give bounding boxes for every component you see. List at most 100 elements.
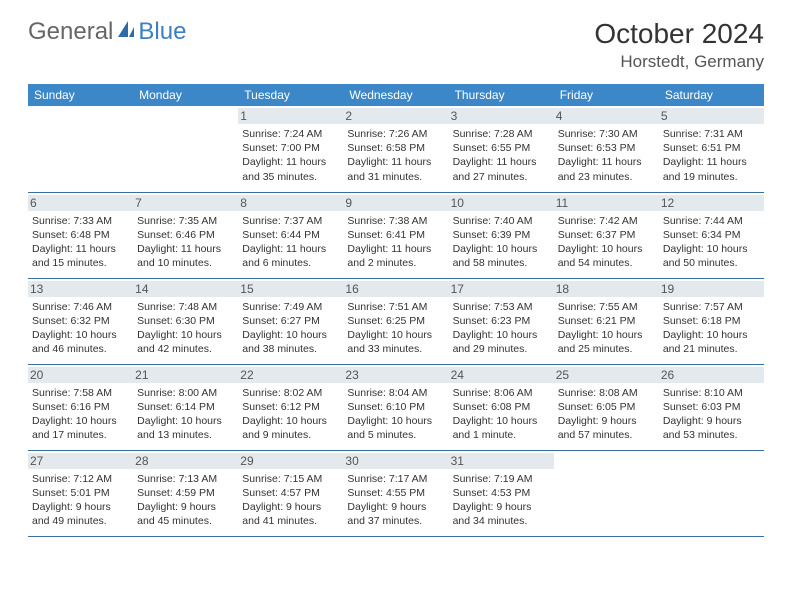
day-number: 4 [554,108,659,124]
header: General Blue October 2024 Horstedt, Germ… [28,18,764,72]
day-number: 30 [343,453,448,469]
day-number: 29 [238,453,343,469]
location: Horstedt, Germany [594,52,764,72]
day-cell: 8 Sunrise: 7:37 AMSunset: 6:44 PMDaylight… [238,192,343,278]
day-number: 21 [133,367,238,383]
day-cell: 25Sunrise: 8:08 AMSunset: 6:05 PMDayligh… [554,364,659,450]
day-info: Sunrise: 7:40 AMSunset: 6:39 PMDaylight:… [453,214,550,271]
day-cell: 14 Sunrise: 7:48 AMSunset: 6:30 PMDayligh… [133,278,238,364]
day-number: 16 [343,281,448,297]
day-number: 25 [554,367,659,383]
day-number: 3 [449,108,554,124]
day-cell: 19Sunrise: 7:57 AMSunset: 6:18 PMDayligh… [659,278,764,364]
day-info: Sunrise: 7:19 AMSunset: 4:53 PMDaylight:… [453,472,550,529]
day-of-week-row: SundayMondayTuesdayWednesdayThursdayFrid… [28,84,764,106]
day-cell: 2 Sunrise: 7:26 AMSunset: 6:58 PMDaylight… [343,106,448,192]
day-number: 26 [659,367,764,383]
day-cell: 5 Sunrise: 7:31 AMSunset: 6:51 PMDaylight… [659,106,764,192]
day-cell: 15 Sunrise: 7:49 AMSunset: 6:27 PMDayligh… [238,278,343,364]
day-cell: 24 Sunrise: 8:06 AMSunset: 6:08 PMDayligh… [449,364,554,450]
day-info: Sunrise: 7:31 AMSunset: 6:51 PMDaylight:… [663,127,760,184]
day-cell: 6Sunrise: 7:33 AMSunset: 6:48 PMDaylight… [28,192,133,278]
day-info: Sunrise: 7:30 AMSunset: 6:53 PMDaylight:… [558,127,655,184]
day-info: Sunrise: 7:51 AMSunset: 6:25 PMDaylight:… [347,300,444,357]
day-info: Sunrise: 7:42 AMSunset: 6:37 PMDaylight:… [558,214,655,271]
day-cell: 12Sunrise: 7:44 AMSunset: 6:34 PMDayligh… [659,192,764,278]
day-cell: 4 Sunrise: 7:30 AMSunset: 6:53 PMDaylight… [554,106,659,192]
day-info: Sunrise: 7:49 AMSunset: 6:27 PMDaylight:… [242,300,339,357]
day-number: 24 [449,367,554,383]
day-info: Sunrise: 8:00 AMSunset: 6:14 PMDaylight:… [137,386,234,443]
day-info: Sunrise: 7:55 AMSunset: 6:21 PMDaylight:… [558,300,655,357]
logo-sail-icon [116,18,136,46]
day-cell: 7 Sunrise: 7:35 AMSunset: 6:46 PMDaylight… [133,192,238,278]
calendar-week: 13 Sunrise: 7:46 AMSunset: 6:32 PMDayligh… [28,278,764,364]
day-number: 20 [28,367,133,383]
day-info: Sunrise: 7:38 AMSunset: 6:41 PMDaylight:… [347,214,444,271]
day-cell: 21 Sunrise: 8:00 AMSunset: 6:14 PMDayligh… [133,364,238,450]
day-info: Sunrise: 7:17 AMSunset: 4:55 PMDaylight:… [347,472,444,529]
dow-header: Sunday [28,84,133,106]
calendar-week: 27 Sunrise: 7:12 AMSunset: 5:01 PMDayligh… [28,450,764,536]
day-number: 14 [133,281,238,297]
logo-text-blue: Blue [138,18,186,46]
day-cell: 22 Sunrise: 8:02 AMSunset: 6:12 PMDayligh… [238,364,343,450]
day-number: 2 [343,108,448,124]
day-cell: 10 Sunrise: 7:40 AMSunset: 6:39 PMDayligh… [449,192,554,278]
day-number: 8 [238,195,343,211]
day-info: Sunrise: 7:37 AMSunset: 6:44 PMDaylight:… [242,214,339,271]
day-cell: 16 Sunrise: 7:51 AMSunset: 6:25 PMDayligh… [343,278,448,364]
day-info: Sunrise: 7:15 AMSunset: 4:57 PMDaylight:… [242,472,339,529]
day-number: 23 [343,367,448,383]
empty-cell [28,106,133,192]
calendar-week: 6Sunrise: 7:33 AMSunset: 6:48 PMDaylight… [28,192,764,278]
day-number: 5 [659,108,764,124]
calendar-week: 1 Sunrise: 7:24 AMSunset: 7:00 PMDaylight… [28,106,764,192]
day-cell: 3 Sunrise: 7:28 AMSunset: 6:55 PMDaylight… [449,106,554,192]
empty-cell [659,450,764,536]
day-number: 9 [343,195,448,211]
day-cell: 28Sunrise: 7:13 AMSunset: 4:59 PMDayligh… [133,450,238,536]
dow-header: Wednesday [343,84,448,106]
logo-text-general: General [28,18,113,46]
day-info: Sunrise: 7:35 AMSunset: 6:46 PMDaylight:… [137,214,234,271]
day-info: Sunrise: 8:06 AMSunset: 6:08 PMDaylight:… [453,386,550,443]
day-number: 11 [554,195,659,211]
day-number: 6 [28,195,133,211]
day-number: 18 [554,281,659,297]
day-number: 15 [238,281,343,297]
day-number: 22 [238,367,343,383]
day-info: Sunrise: 7:48 AMSunset: 6:30 PMDaylight:… [137,300,234,357]
day-number: 13 [28,281,133,297]
day-cell: 29 Sunrise: 7:15 AMSunset: 4:57 PMDayligh… [238,450,343,536]
title-block: October 2024 Horstedt, Germany [594,18,764,72]
day-info: Sunrise: 7:12 AMSunset: 5:01 PMDaylight:… [32,472,129,529]
dow-header: Saturday [659,84,764,106]
empty-cell [554,450,659,536]
calendar-body: 1 Sunrise: 7:24 AMSunset: 7:00 PMDaylight… [28,106,764,536]
day-cell: 27 Sunrise: 7:12 AMSunset: 5:01 PMDayligh… [28,450,133,536]
day-cell: 1 Sunrise: 7:24 AMSunset: 7:00 PMDaylight… [238,106,343,192]
day-info: Sunrise: 7:46 AMSunset: 6:32 PMDaylight:… [32,300,129,357]
day-number: 27 [28,453,133,469]
day-info: Sunrise: 8:02 AMSunset: 6:12 PMDaylight:… [242,386,339,443]
day-info: Sunrise: 7:24 AMSunset: 7:00 PMDaylight:… [242,127,339,184]
empty-cell [133,106,238,192]
day-number: 19 [659,281,764,297]
day-info: Sunrise: 7:13 AMSunset: 4:59 PMDaylight:… [137,472,234,529]
day-number: 12 [659,195,764,211]
day-info: Sunrise: 7:26 AMSunset: 6:58 PMDaylight:… [347,127,444,184]
day-number: 31 [449,453,554,469]
day-number: 17 [449,281,554,297]
day-info: Sunrise: 8:10 AMSunset: 6:03 PMDaylight:… [663,386,760,443]
day-cell: 13 Sunrise: 7:46 AMSunset: 6:32 PMDayligh… [28,278,133,364]
day-number: 7 [133,195,238,211]
day-number: 10 [449,195,554,211]
day-info: Sunrise: 7:53 AMSunset: 6:23 PMDaylight:… [453,300,550,357]
month-title: October 2024 [594,18,764,50]
day-info: Sunrise: 8:04 AMSunset: 6:10 PMDaylight:… [347,386,444,443]
dow-header: Monday [133,84,238,106]
dow-header: Friday [554,84,659,106]
day-number: 1 [238,108,343,124]
day-info: Sunrise: 7:28 AMSunset: 6:55 PMDaylight:… [453,127,550,184]
